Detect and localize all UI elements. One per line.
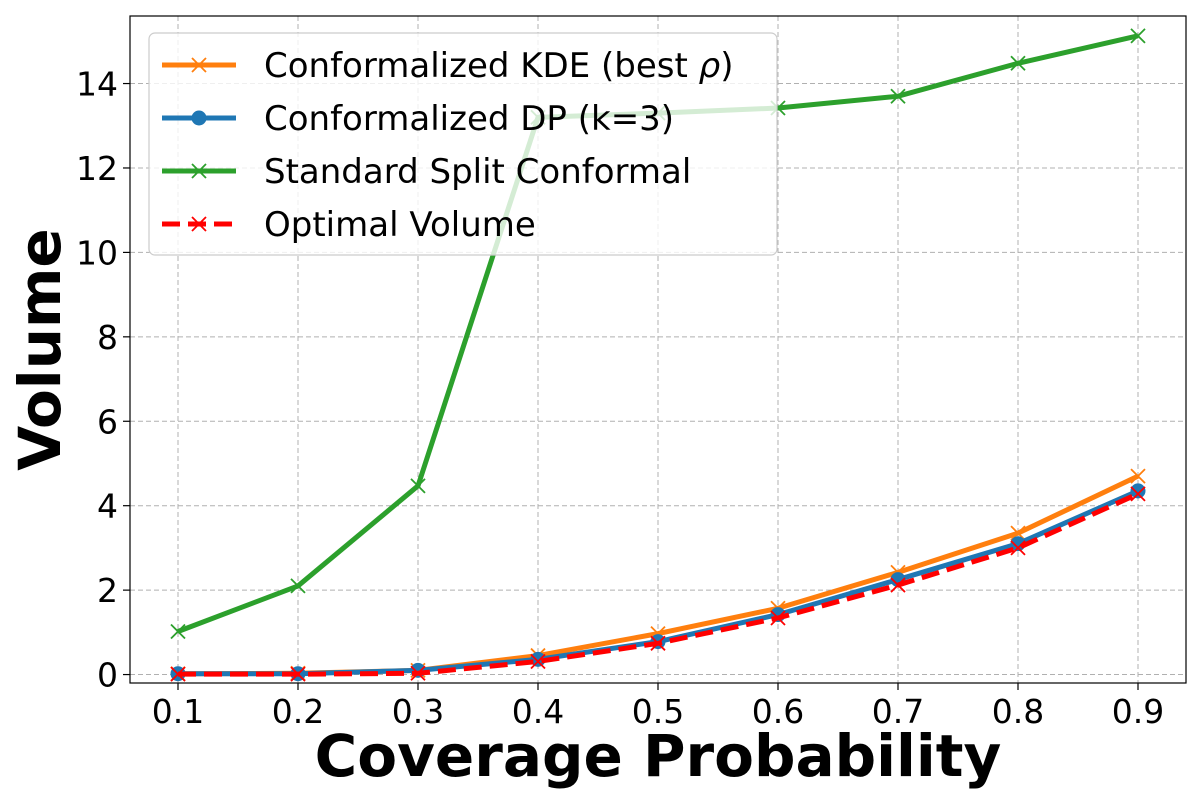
data-point-marker bbox=[650, 635, 666, 651]
x-axis-ticks: 0.1 0.2 0.3 0.4 0.5 0.6 0.7 0.8 0.9 bbox=[152, 683, 1164, 731]
x-axis-label: Coverage Probability bbox=[315, 722, 1002, 790]
x-tick-label: 0.1 bbox=[152, 692, 204, 731]
legend-marker bbox=[191, 110, 207, 126]
x-tick-label: 0.6 bbox=[752, 692, 804, 731]
legend: Conformalized KDE (best ρ) Conformalized … bbox=[148, 32, 778, 256]
y-tick-label: 8 bbox=[97, 318, 118, 357]
data-point-marker bbox=[890, 577, 906, 593]
data-point-marker bbox=[1130, 483, 1146, 499]
data-point-marker bbox=[1130, 468, 1146, 484]
y-tick-label: 12 bbox=[76, 149, 118, 188]
x-tick-label: 0.4 bbox=[512, 692, 564, 731]
y-axis-label: Volume bbox=[6, 228, 74, 471]
legend-label: Conformalized DP (k=3) bbox=[264, 99, 674, 139]
series-4 bbox=[170, 486, 1146, 682]
legend-marker bbox=[191, 57, 207, 73]
legend-label: Conformalized KDE (best ρ) bbox=[264, 46, 734, 86]
y-tick-label: 4 bbox=[97, 487, 118, 526]
y-axis-ticks: 0 2 4 6 8 10 12 14 bbox=[76, 65, 130, 695]
x-tick-label: 0.3 bbox=[392, 692, 444, 731]
data-point-marker bbox=[1130, 486, 1146, 502]
data-point-marker bbox=[1010, 540, 1026, 556]
legend-entry: Standard Split Conformal bbox=[162, 152, 691, 192]
legend-entry: Conformalized DP (k=3) bbox=[162, 99, 674, 139]
y-tick-label: 6 bbox=[97, 402, 118, 441]
data-point-marker bbox=[1010, 525, 1026, 541]
data-point-marker bbox=[530, 653, 546, 670]
x-tick-label: 0.8 bbox=[992, 692, 1044, 731]
legend-entry: Conformalized KDE (best ρ) bbox=[162, 46, 734, 86]
data-point-marker bbox=[410, 665, 426, 681]
y-tick-label: 0 bbox=[97, 656, 118, 695]
data-point-marker bbox=[170, 623, 186, 640]
y-tick-label: 2 bbox=[97, 571, 118, 610]
legend-label: Standard Split Conformal bbox=[264, 152, 691, 192]
legend-label: Optimal Volume bbox=[264, 205, 536, 245]
legend-box bbox=[148, 32, 778, 256]
data-point-marker bbox=[770, 610, 786, 626]
x-tick-label: 0.7 bbox=[872, 692, 924, 731]
data-point-marker bbox=[890, 88, 906, 104]
y-tick-label: 14 bbox=[76, 65, 118, 104]
x-tick-label: 0.2 bbox=[272, 692, 324, 731]
data-point-marker bbox=[290, 578, 306, 594]
legend-entry: Optimal Volume bbox=[162, 205, 536, 245]
y-tick-label: 10 bbox=[76, 233, 118, 272]
data-point-marker bbox=[410, 478, 426, 494]
data-point-marker bbox=[290, 666, 306, 682]
legend-marker bbox=[191, 163, 207, 179]
data-point-marker bbox=[1010, 55, 1026, 71]
legend-marker bbox=[191, 216, 207, 232]
x-tick-label: 0.9 bbox=[1112, 692, 1164, 731]
x-tick-label: 0.5 bbox=[632, 692, 684, 731]
data-point-marker bbox=[1130, 28, 1146, 44]
data-point-marker bbox=[170, 666, 186, 682]
